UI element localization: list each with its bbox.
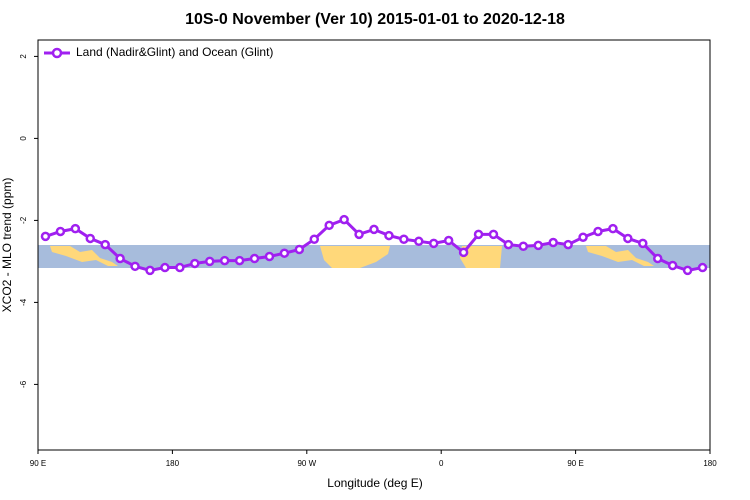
data-point (578, 232, 588, 242)
data-point (458, 247, 469, 258)
data-point (399, 234, 409, 245)
y-tick-label: -2 (19, 216, 28, 224)
data-point (175, 262, 185, 273)
data-point (115, 253, 125, 264)
data-point (100, 239, 110, 250)
data-point (384, 230, 394, 241)
data-point (697, 262, 708, 273)
data-point (369, 224, 379, 235)
data-point (354, 229, 364, 240)
data-point (503, 239, 514, 250)
data-point (324, 220, 334, 231)
data-point (533, 240, 544, 251)
data-point (219, 255, 230, 266)
data-point (130, 261, 140, 272)
legend-marker (51, 47, 63, 59)
x-tick-label: 180 (166, 459, 180, 468)
data-point (339, 214, 349, 225)
data-point (428, 238, 439, 249)
data-point (85, 233, 96, 244)
legend-label: Land (Nadir&Glint) and Ocean (Glint) (76, 45, 273, 59)
data-point (145, 265, 155, 276)
data-point (667, 260, 678, 271)
data-point (638, 238, 648, 249)
data-point (55, 226, 66, 237)
data-point (160, 262, 170, 273)
land-patch (320, 246, 390, 268)
plot-frame (37, 39, 711, 451)
data-point (548, 237, 558, 248)
data-point (652, 253, 663, 264)
data-point (190, 258, 200, 269)
x-axis-label: Longitude (deg E) (327, 476, 422, 490)
land-patch (460, 246, 502, 268)
data-point (204, 256, 215, 267)
land-patch (50, 246, 118, 266)
y-axis-label: XCO2 - MLO trend (ppm) (0, 178, 14, 313)
data-point (473, 229, 484, 240)
legend: Land (Nadir&Glint) and Ocean (Glint) (44, 45, 273, 59)
data-point (563, 239, 573, 250)
data-point (309, 234, 320, 245)
x-tick-label: 0 (439, 459, 444, 468)
data-point (623, 233, 633, 244)
data-point (414, 236, 424, 247)
data-point (294, 244, 305, 255)
x-tick-label: 90 E (30, 459, 46, 468)
data-point (518, 241, 529, 251)
data-point (593, 226, 603, 237)
y-tick-label: -6 (19, 380, 28, 388)
data-point (279, 248, 290, 258)
y-tick-label: 2 (19, 54, 28, 59)
land-patch (586, 246, 654, 266)
y-tick-label: -4 (19, 298, 28, 306)
data-point (682, 265, 693, 276)
data-point (488, 229, 499, 240)
data-point (608, 223, 618, 234)
chart-title: 10S-0 November (Ver 10) 2015-01-01 to 20… (185, 11, 565, 28)
data-point (40, 231, 51, 242)
data-point (234, 255, 245, 266)
x-tick-label: 90 W (297, 459, 316, 468)
x-tick-label: 90 E (567, 459, 583, 468)
y-tick-label: 0 (19, 136, 28, 141)
x-tick-label: 180 (703, 459, 717, 468)
data-point (70, 223, 81, 234)
data-point (264, 251, 275, 262)
data-point (443, 235, 454, 246)
data-point (249, 253, 260, 264)
